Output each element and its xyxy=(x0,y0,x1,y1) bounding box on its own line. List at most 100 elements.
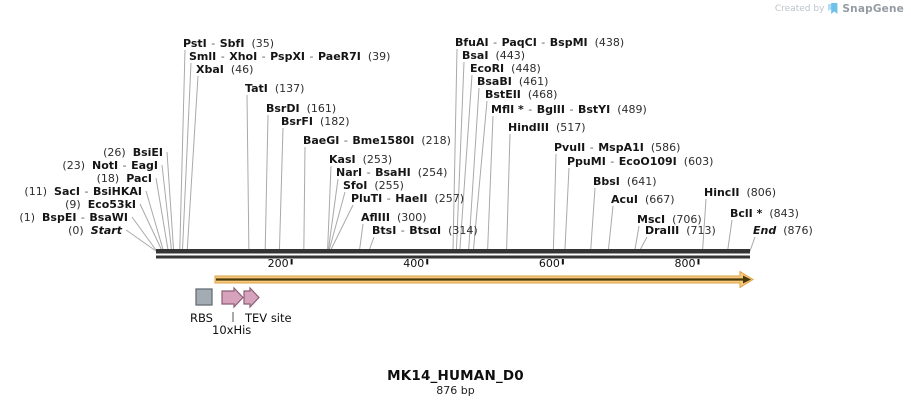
site-label-BsaBI[interactable]: BsaBI (461) xyxy=(477,75,548,88)
site-label-SacI[interactable]: (11) SacI - BsiHKAI xyxy=(24,185,142,198)
site-label-MflI[interactable]: MflI * - BglII - BstYI (489) xyxy=(491,103,647,116)
leader-line xyxy=(487,115,494,252)
site-label-PacI[interactable]: (18) PacI xyxy=(97,172,152,185)
site-position: (18) xyxy=(96,172,120,185)
leader-line xyxy=(368,236,375,252)
feature-TEVsite[interactable] xyxy=(243,286,260,309)
site-label-Start[interactable]: (0) Start xyxy=(68,224,122,237)
site-position: (448) xyxy=(511,62,541,75)
enzyme-name: EcoO109I xyxy=(618,155,677,168)
site-label-NotI[interactable]: (23) NotI - EagI xyxy=(62,159,158,172)
site-label-BsrDI[interactable]: BsrDI (161) xyxy=(266,102,336,115)
feature-10xHis[interactable] xyxy=(221,286,244,309)
site-label-BspEI[interactable]: (1) BspEI - BsaWI xyxy=(19,211,128,224)
site-label-SfoI[interactable]: SfoI (255) xyxy=(343,179,404,192)
enzyme-name: DraIII xyxy=(645,224,680,237)
enzyme-name: Bme1580I xyxy=(352,134,415,147)
site-label-PpuMI[interactable]: PpuMI - EcoO109I (603) xyxy=(567,155,713,168)
site-label-BstEII[interactable]: BstEII (468) xyxy=(485,88,557,101)
site-position: (0) xyxy=(68,224,84,237)
site-label-PluTI[interactable]: PluTI - HaeII (257) xyxy=(351,192,464,205)
ruler-tick-label: 800 xyxy=(674,257,696,270)
leader-line xyxy=(564,167,570,252)
site-label-BsrFI[interactable]: BsrFI (182) xyxy=(281,115,350,128)
site-position: (806) xyxy=(746,186,777,199)
leader-line xyxy=(303,146,306,252)
site-label-KasI[interactable]: KasI (253) xyxy=(329,153,392,166)
enzyme-name: AflIII xyxy=(361,211,390,224)
ruler-tick xyxy=(290,259,293,265)
site-label-XbaI[interactable]: XbaI (46) xyxy=(196,63,253,76)
separator: - xyxy=(306,50,317,63)
site-label-BbsI[interactable]: BbsI (641) xyxy=(593,175,657,188)
enzyme-name: BsiEI xyxy=(132,146,163,159)
enzyme-name: BtsαI xyxy=(409,224,442,237)
site-label-TatI[interactable]: TatI (137) xyxy=(245,82,304,95)
separator: - xyxy=(80,185,92,198)
separator: - xyxy=(565,103,577,116)
site-label-HindIII[interactable]: HindIII (517) xyxy=(508,121,586,134)
enzyme-name: PpuMI xyxy=(567,155,606,168)
feature-RBS[interactable] xyxy=(195,288,213,306)
leader-line xyxy=(155,177,169,252)
leader-line xyxy=(607,205,614,252)
leader-line xyxy=(506,133,511,252)
enzyme-name: BspMI xyxy=(549,36,588,49)
enzyme-name: NarI xyxy=(336,166,363,179)
enzyme-name: BaeGI xyxy=(303,134,340,147)
separator: - xyxy=(537,36,549,49)
ruler-line xyxy=(156,255,750,259)
site-label-AcuI[interactable]: AcuI (667) xyxy=(611,193,675,206)
site-label-BclI[interactable]: BclI * (843) xyxy=(730,207,799,220)
site-label-EcoRI[interactable]: EcoRI (448) xyxy=(470,62,541,75)
leader-line xyxy=(552,153,557,252)
site-label-BaeGI[interactable]: BaeGI - Bme1580I (218) xyxy=(303,134,451,147)
leader-line xyxy=(264,114,269,252)
site-position: (314) xyxy=(448,224,478,237)
site-position: (517) xyxy=(555,121,586,134)
leader-line xyxy=(139,203,163,252)
enzyme-name: SmlI xyxy=(189,50,217,63)
site-label-End[interactable]: End (876) xyxy=(753,224,813,237)
site-label-BsaI[interactable]: BsaI (443) xyxy=(462,49,525,62)
site-label-BtsI[interactable]: BtsI - BtsαI (314) xyxy=(372,224,478,237)
site-position: (300) xyxy=(396,211,427,224)
leader-line xyxy=(749,236,756,252)
site-position: (218) xyxy=(421,134,451,147)
site-label-MscI[interactable]: MscI (706) xyxy=(637,213,702,226)
enzyme-name: AcuI xyxy=(611,193,638,206)
watermark: Created by SnapGene xyxy=(775,3,904,15)
enzyme-name: BglII xyxy=(536,103,565,116)
watermark-brand[interactable]: SnapGene xyxy=(842,3,904,15)
site-label-NarI[interactable]: NarI - BsaHI (254) xyxy=(336,166,447,179)
site-label-SmlI[interactable]: SmlI - XhoI - PspXI - PaeR7I (39) xyxy=(189,50,390,63)
site-position: (443) xyxy=(495,49,526,62)
site-position: (461) xyxy=(518,75,549,88)
snapgene-logo-icon xyxy=(828,3,838,14)
site-label-HincII[interactable]: HincII (806) xyxy=(704,186,776,199)
site-position: (1) xyxy=(19,211,36,224)
site-label-PvuII[interactable]: PvuII - MspA1I (586) xyxy=(554,141,680,154)
site-position: (9) xyxy=(65,198,81,211)
enzyme-name: BtsI xyxy=(372,224,397,237)
site-label-BfuAI[interactable]: BfuAI - PaqCI - BspMI (438) xyxy=(455,36,624,49)
ruler-tick xyxy=(426,259,429,265)
feature-label-RBS: RBS xyxy=(190,311,213,325)
leader-line xyxy=(166,151,175,252)
enzyme-name: BsaWI xyxy=(89,211,128,224)
leader-line xyxy=(125,229,157,252)
site-position: (254) xyxy=(417,166,448,179)
site-position: (603) xyxy=(683,155,714,168)
site-position: (257) xyxy=(434,192,465,205)
leader-line xyxy=(179,49,186,252)
site-label-AflIII[interactable]: AflIII (300) xyxy=(361,211,427,224)
enzyme-name: BclI * xyxy=(730,207,763,220)
site-label-DraIII[interactable]: DraIII (713) xyxy=(645,224,716,237)
separator: - xyxy=(340,134,352,147)
site-label-Eco53kI[interactable]: (9) Eco53kI xyxy=(65,198,136,211)
leader-line xyxy=(455,61,465,252)
site-label-PstI[interactable]: PstI - SbfI (35) xyxy=(183,37,274,50)
site-position: (489) xyxy=(617,103,647,116)
site-label-BsiEI[interactable]: (26) BsiEI xyxy=(103,146,163,159)
site-position: (11) xyxy=(24,185,48,198)
